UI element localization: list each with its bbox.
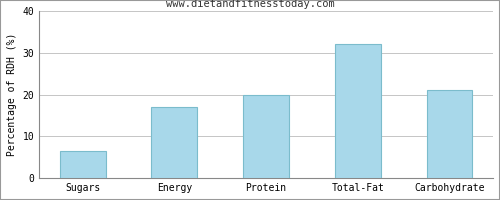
Bar xyxy=(335,44,380,178)
Bar xyxy=(243,95,289,178)
Text: www.dietandfitnesstoday.com: www.dietandfitnesstoday.com xyxy=(166,0,334,9)
Bar xyxy=(426,90,472,178)
Title: CRACKER BARREL, macaroni n’ cheese per 1,000 serving (or 175.00 g)
www.dietandfi: CRACKER BARREL, macaroni n’ cheese per 1… xyxy=(0,199,1,200)
Bar xyxy=(152,107,198,178)
Y-axis label: Percentage of RDH (%): Percentage of RDH (%) xyxy=(7,33,17,156)
Bar xyxy=(60,151,106,178)
